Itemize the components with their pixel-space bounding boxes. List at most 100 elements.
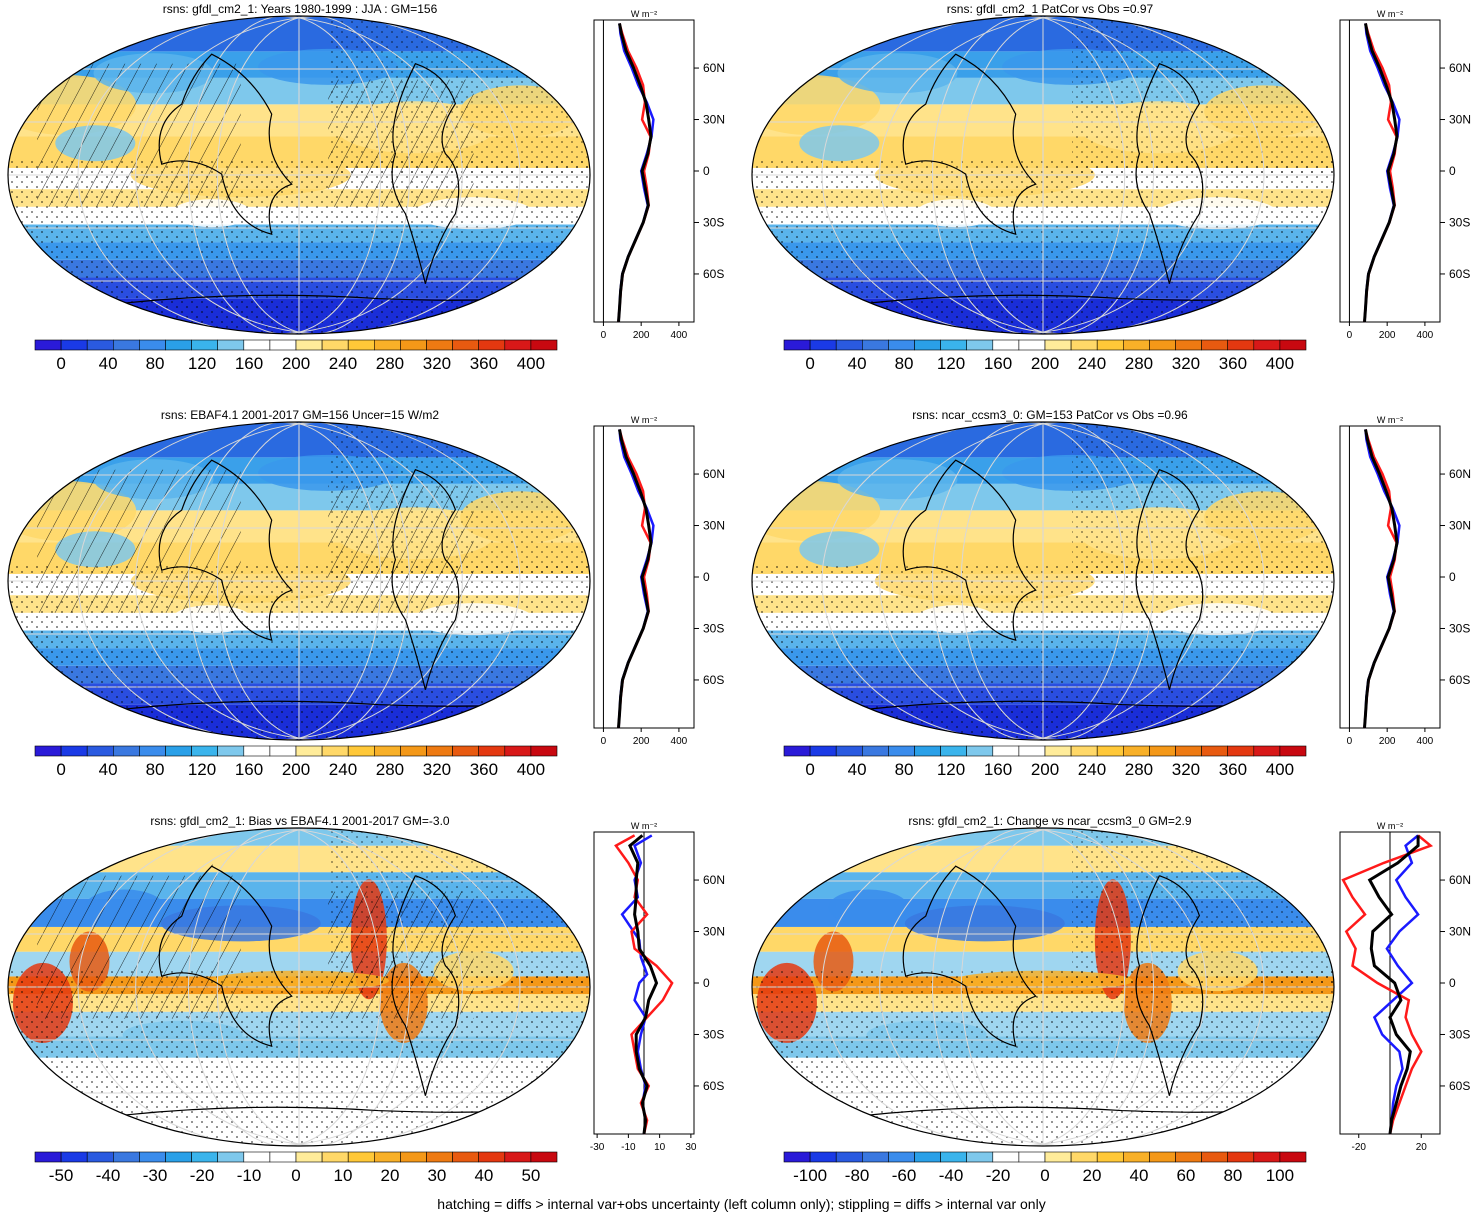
profile-lat-label: 30S — [703, 621, 724, 635]
profile-line-black — [617, 23, 653, 323]
colorbar-swatch — [1149, 339, 1176, 351]
colorbar-swatch — [861, 1151, 889, 1163]
colorbar-swatch — [914, 339, 941, 351]
profile-units: W m⁻² — [631, 821, 657, 831]
colorbar-swatch — [321, 745, 349, 757]
colorbar-swatch — [1096, 745, 1124, 757]
profile-units: W m⁻² — [1377, 415, 1403, 425]
colorbar-swatch — [861, 339, 889, 351]
profile-line-black — [617, 429, 653, 729]
colorbar-tick-label: 80 — [146, 760, 165, 779]
colorbar-swatch — [452, 1151, 480, 1163]
colorbar-tick-label: 200 — [1031, 354, 1059, 373]
colorbar-tick-label: 120 — [937, 354, 965, 373]
map-1 — [7, 15, 591, 335]
profile-lat-label: 30S — [1449, 1027, 1470, 1041]
colorbar-swatch — [940, 339, 967, 351]
colorbar-swatch — [191, 339, 219, 351]
profile-lat-label: 60N — [1449, 467, 1471, 481]
profile-lat-label: 0 — [1449, 976, 1456, 990]
colorbar-swatch — [1253, 1151, 1281, 1163]
colorbar-tick-label: 120 — [937, 760, 965, 779]
colorbar-swatch — [966, 745, 994, 757]
colorbar-swatch — [269, 745, 297, 757]
colorbar-tick-label: 80 — [1223, 1166, 1242, 1185]
colorbar-tick-label: -20 — [986, 1166, 1011, 1185]
profile-line-black — [1363, 23, 1399, 323]
colorbar-swatch — [835, 745, 863, 757]
colorbar-tick-label: 280 — [1125, 354, 1153, 373]
colorbar-swatch — [809, 339, 837, 351]
colorbar-swatch — [1279, 339, 1307, 351]
colorbar-tick-label: 320 — [423, 760, 451, 779]
colorbar-tick-label: 360 — [470, 354, 498, 373]
profile-line-black — [628, 834, 659, 1135]
colorbar-tick-label: 400 — [517, 354, 545, 373]
colorbar-tick-label: 320 — [1172, 760, 1200, 779]
colorbar-tick-label: 280 — [376, 760, 404, 779]
colorbar-swatch — [1096, 1151, 1124, 1163]
colorbar-tick-label: 200 — [282, 760, 310, 779]
colorbar-tick-label: 0 — [56, 354, 65, 373]
profile-x-tick-label: 400 — [1417, 736, 1434, 747]
colorbar-swatch — [888, 339, 915, 351]
colorbar-swatch — [139, 1151, 166, 1163]
profile-x-tick-label: 400 — [671, 330, 688, 341]
colorbar-swatch — [113, 1151, 140, 1163]
profile-x-tick-label: 200 — [633, 736, 650, 747]
colorbar-swatch — [1227, 745, 1255, 757]
colorbar-swatch — [243, 1151, 271, 1163]
colorbar-swatch — [478, 339, 506, 351]
profile-lat-label: 30N — [1449, 113, 1471, 127]
colorbar-swatch — [321, 1151, 349, 1163]
colorbar-tick-label: 160 — [984, 760, 1012, 779]
colorbar-5: -50 -40 -30 -20 -10 0 10 20 30 40 50 — [34, 1151, 558, 1185]
colorbar-swatch — [452, 745, 480, 757]
colorbar-swatch — [888, 1151, 915, 1163]
profile-lat-label: 30N — [1449, 519, 1471, 533]
profile-units: W m⁻² — [1377, 9, 1403, 19]
zonal-profile-2: W m⁻² 60N 30N 0 30S 60S 0 200 400 — [1339, 9, 1471, 341]
colorbar-tick-label: 40 — [848, 354, 867, 373]
colorbar-tick-label: 400 — [1266, 354, 1294, 373]
colorbar-swatch — [809, 745, 837, 757]
colorbar-swatch — [1018, 745, 1046, 757]
colorbar-swatch — [1018, 339, 1046, 351]
colorbar-tick-label: 320 — [1172, 354, 1200, 373]
profile-x-tick-label: 20 — [1416, 1142, 1428, 1153]
colorbar-swatch — [400, 1151, 427, 1163]
colorbar-swatch — [914, 1151, 941, 1163]
colorbar-swatch — [86, 339, 114, 351]
profile-lat-label: 30N — [703, 925, 725, 939]
panel-title: rsns: gfdl_cm2_1: Change vs ncar_ccsm3_0… — [908, 814, 1192, 828]
colorbar-tick-label: -10 — [237, 1166, 262, 1185]
panel-title: rsns: gfdl_cm2_1: Years 1980-1999 : JJA … — [162, 2, 438, 16]
colorbar-swatch — [1044, 339, 1072, 351]
colorbar-swatch — [34, 745, 62, 757]
colorbar-swatch — [1253, 745, 1281, 757]
colorbar-swatch — [113, 339, 140, 351]
colorbar-swatch — [60, 1151, 88, 1163]
colorbar-swatch — [966, 339, 994, 351]
colorbar-swatch — [347, 339, 375, 351]
colorbar-tick-label: 40 — [474, 1166, 493, 1185]
colorbar-tick-label: -80 — [845, 1166, 870, 1185]
colorbar-tick-label: 80 — [895, 354, 914, 373]
colorbar-swatch — [165, 1151, 192, 1163]
profile-line-red — [614, 834, 674, 1135]
profile-lat-label: 30S — [1449, 215, 1470, 229]
profile-lat-label: 30N — [1449, 925, 1471, 939]
colorbar-swatch — [347, 1151, 375, 1163]
colorbar-tick-label: 160 — [235, 760, 263, 779]
colorbar-tick-label: 160 — [984, 354, 1012, 373]
zonal-profile-1: W m⁻² 60N 30N 0 30S 60S 0 200 400 — [593, 9, 725, 341]
profile-units: W m⁻² — [631, 9, 657, 19]
colorbar-swatch — [1201, 1151, 1228, 1163]
colorbar-swatch — [269, 339, 297, 351]
profile-lat-label: 30N — [703, 519, 725, 533]
colorbar-tick-label: -20 — [190, 1166, 215, 1185]
colorbar-tick-label: 0 — [805, 354, 814, 373]
profile-lat-label: 60S — [703, 1079, 724, 1093]
profile-x-tick-label: 0 — [601, 736, 607, 747]
profile-lat-label: 60N — [1449, 873, 1471, 887]
